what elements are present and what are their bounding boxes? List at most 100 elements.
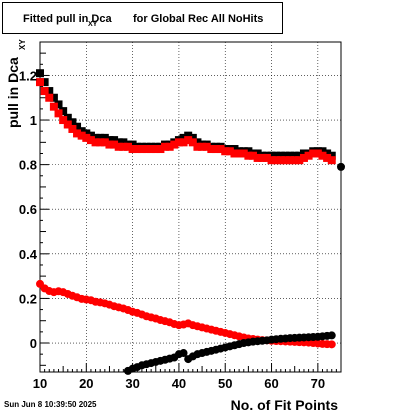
title-main: Fitted pull in Dca: [23, 13, 112, 25]
data-point: [235, 149, 244, 158]
data-point: [323, 149, 332, 158]
data-point: [290, 156, 299, 165]
data-point: [82, 133, 91, 142]
data-point: [193, 142, 202, 151]
y-axis-title: pull in Dca: [5, 57, 21, 128]
data-point: [193, 138, 202, 147]
data-point: [114, 142, 123, 151]
data-point: [276, 156, 285, 165]
series-3: [36, 279, 336, 349]
data-point: [96, 138, 105, 147]
data-point: [299, 153, 308, 162]
data-point: [211, 145, 220, 154]
data-point: [207, 145, 216, 154]
data-point: [286, 156, 295, 165]
data-point: [36, 69, 44, 78]
data-point: [299, 149, 308, 158]
data-point: [286, 151, 295, 160]
title-subscript: XY: [88, 21, 98, 28]
data-point: [327, 340, 336, 349]
data-point: [119, 138, 128, 147]
data-point: [272, 156, 281, 165]
data-point: [221, 147, 230, 156]
data-point: [225, 147, 234, 156]
data-point: [86, 136, 95, 145]
data-point: [63, 120, 72, 129]
data-point: [161, 142, 170, 151]
data-point: [91, 138, 100, 147]
data-point: [253, 153, 262, 162]
data-point: [68, 124, 77, 133]
data-point: [295, 156, 304, 165]
data-point: [244, 151, 253, 160]
data-point: [59, 107, 68, 116]
data-point: [216, 145, 225, 154]
data-point: [323, 153, 332, 162]
x-tick-label: 50: [218, 376, 232, 391]
data-point: [184, 131, 193, 140]
data-point: [63, 113, 72, 122]
data-point: [309, 149, 318, 158]
y-tick-label: 1: [30, 113, 37, 128]
series-2: [36, 78, 336, 165]
data-point: [36, 78, 44, 87]
data-point: [318, 151, 327, 160]
x-tick-label: 10: [33, 376, 47, 391]
y-tick-label: 0.6: [19, 202, 37, 217]
data-point: [151, 145, 160, 154]
data-point: [304, 151, 313, 160]
data-point: [165, 142, 174, 151]
data-point: [49, 102, 58, 111]
x-tick-label: 40: [172, 376, 186, 391]
data-point: [170, 140, 179, 149]
data-point: [114, 138, 123, 147]
data-point: [253, 149, 262, 158]
data-point: [137, 145, 146, 154]
data-point: [49, 93, 58, 102]
title-rest: for Global Rec All NoHits: [133, 13, 264, 25]
series-4: [123, 162, 345, 375]
data-point: [327, 331, 336, 340]
data-point: [40, 78, 49, 87]
title-box: Fitted pull in Dca XY for Global Rec All…: [2, 2, 283, 34]
data-point: [86, 131, 95, 140]
data-point: [272, 151, 281, 160]
data-point: [110, 136, 119, 145]
data-point: [313, 149, 322, 158]
data-point: [230, 149, 239, 158]
data-point: [45, 93, 54, 102]
data-point: [179, 133, 188, 142]
y-tick-label: 0.4: [19, 247, 38, 262]
data-point: [188, 138, 197, 147]
data-point: [184, 136, 193, 145]
data-point: [267, 151, 276, 160]
data-point: [100, 138, 109, 147]
data-point: [281, 151, 290, 160]
data-point: [59, 116, 68, 125]
y-axis-title-subscript: XY: [18, 39, 27, 50]
data-point: [73, 122, 82, 131]
data-point: [239, 149, 248, 158]
y-tick-label: 0.8: [19, 158, 37, 173]
data-point: [327, 156, 336, 165]
y-tick-label: 0.2: [19, 291, 37, 306]
data-point: [327, 151, 336, 160]
data-point: [128, 145, 137, 154]
data-point: [105, 136, 114, 145]
data-point: [295, 151, 304, 160]
y-tick-label: 1.2: [19, 68, 37, 83]
data-point: [276, 151, 285, 160]
data-point: [82, 129, 91, 138]
data-point: [281, 156, 290, 165]
data-point: [142, 145, 151, 154]
data-point: [45, 87, 54, 96]
data-point: [119, 142, 128, 151]
data-point: [258, 153, 267, 162]
data-point: [230, 145, 239, 154]
x-tick-label: 60: [264, 376, 278, 391]
data-point: [202, 142, 211, 151]
data-point: [262, 153, 271, 162]
x-axis-title: No. of Fit Points: [231, 397, 339, 413]
data-point: [198, 142, 207, 151]
data-point: [73, 129, 82, 138]
